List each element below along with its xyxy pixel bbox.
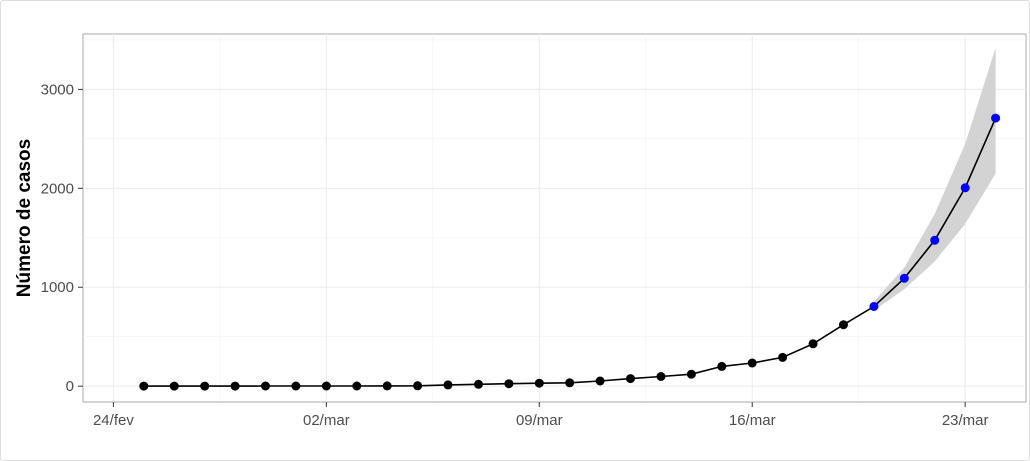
observed-point bbox=[382, 381, 392, 391]
y-tick-label: 3000 bbox=[41, 81, 74, 98]
observed-point bbox=[443, 380, 453, 390]
forecast-point bbox=[991, 113, 1001, 123]
y-tick-label: 0 bbox=[66, 378, 74, 395]
observed-point bbox=[200, 381, 210, 391]
observed-point bbox=[686, 369, 696, 379]
forecast-point bbox=[960, 183, 970, 193]
observed-point bbox=[261, 381, 270, 391]
observed-point bbox=[321, 381, 331, 391]
observed-point bbox=[808, 339, 818, 349]
observed-point bbox=[626, 374, 635, 384]
observed-point bbox=[839, 320, 848, 330]
observed-point bbox=[778, 352, 788, 362]
observed-point bbox=[595, 376, 605, 386]
x-tick-label: 16/mar bbox=[729, 412, 776, 429]
observed-point bbox=[413, 381, 423, 391]
x-tick-label: 24/fev bbox=[93, 412, 134, 429]
observed-point bbox=[474, 379, 483, 389]
forecast-point bbox=[869, 302, 879, 311]
observed-point bbox=[352, 381, 362, 391]
y-axis: 0 1000 2000 3000 bbox=[41, 81, 83, 395]
x-tick-label: 23/mar bbox=[942, 412, 989, 429]
forecast-point bbox=[899, 273, 909, 283]
plot-panel bbox=[82, 33, 1027, 403]
y-tick-label: 2000 bbox=[41, 180, 74, 197]
observed-point bbox=[534, 378, 544, 388]
observed-point bbox=[717, 361, 727, 371]
confidence-band bbox=[873, 47, 996, 311]
y-axis-title: Número de casos bbox=[14, 139, 35, 297]
observed-point bbox=[230, 381, 240, 391]
x-tick-label: 02/mar bbox=[303, 412, 350, 429]
observed-point bbox=[747, 358, 757, 368]
x-tick-label: 09/mar bbox=[516, 412, 563, 429]
observed-point bbox=[291, 381, 301, 391]
observed-point bbox=[656, 372, 666, 381]
series-points bbox=[139, 113, 1001, 391]
observed-point bbox=[169, 381, 179, 391]
observed-point bbox=[139, 381, 149, 391]
observed-point bbox=[504, 379, 514, 389]
y-tick-label: 1000 bbox=[41, 279, 74, 296]
forecast-band bbox=[873, 47, 996, 311]
observed-point bbox=[565, 378, 575, 388]
x-axis: 24/fev 02/mar 09/mar 16/mar 23/mar bbox=[93, 402, 989, 429]
forecast-point bbox=[930, 235, 940, 245]
